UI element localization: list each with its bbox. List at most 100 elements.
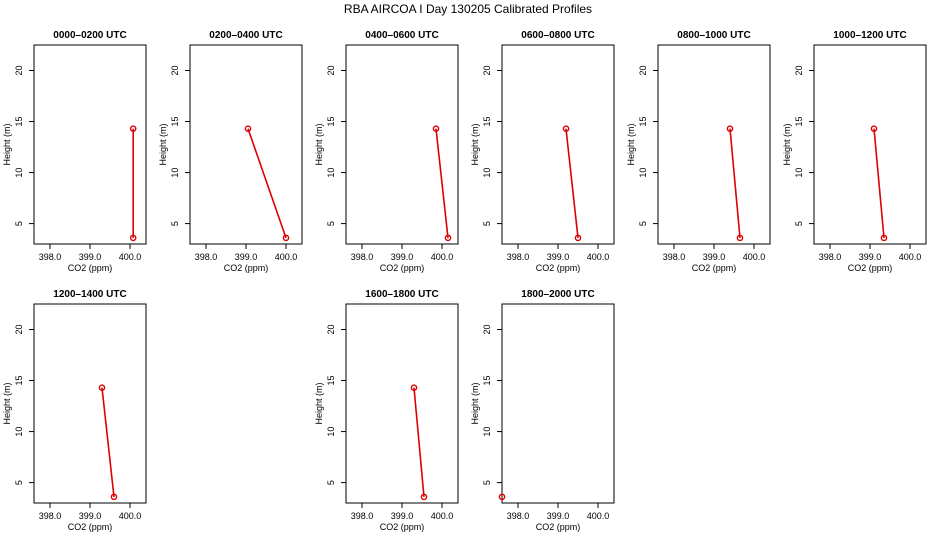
x-axis-label: CO2 (ppm) bbox=[380, 522, 425, 532]
profile-point bbox=[444, 234, 452, 242]
x-tick-label: 399.0 bbox=[547, 511, 570, 521]
panel-title: 1000–1200 UTC bbox=[833, 30, 906, 41]
x-tick-label: 400.0 bbox=[431, 511, 454, 521]
y-tick-label: 10 bbox=[14, 168, 24, 178]
y-tick-label: 20 bbox=[14, 66, 24, 76]
y-tick-label: 20 bbox=[482, 66, 492, 76]
y-tick-label: 5 bbox=[14, 221, 24, 226]
y-axis-label: Height (m) bbox=[314, 123, 324, 165]
plot-frame bbox=[33, 303, 147, 504]
x-tick-label: 400.0 bbox=[119, 252, 142, 262]
profile-point bbox=[498, 493, 506, 501]
y-tick-label: 10 bbox=[170, 168, 180, 178]
x-tick-label: 398.0 bbox=[195, 252, 218, 262]
y-tick-label: 5 bbox=[482, 221, 492, 226]
profile-point bbox=[282, 234, 290, 242]
panel-title: 1200–1400 UTC bbox=[53, 289, 126, 300]
profile-point bbox=[110, 493, 118, 501]
y-tick-label: 20 bbox=[170, 66, 180, 76]
profile-point bbox=[410, 384, 418, 391]
plot-frame bbox=[189, 44, 303, 245]
y-tick-label: 10 bbox=[482, 168, 492, 178]
y-tick-label: 5 bbox=[794, 221, 804, 226]
x-tick-label: 399.0 bbox=[391, 252, 414, 262]
profile-line bbox=[565, 128, 579, 238]
x-axis-label: CO2 (ppm) bbox=[848, 263, 893, 273]
plot-frame bbox=[345, 44, 459, 245]
y-axis-label: Height (m) bbox=[470, 382, 480, 424]
x-tick-label: 398.0 bbox=[351, 511, 374, 521]
profile-point bbox=[98, 384, 106, 391]
y-tick-label: 10 bbox=[794, 168, 804, 178]
x-tick-label: 400.0 bbox=[275, 252, 298, 262]
y-axis-label: Height (m) bbox=[158, 123, 168, 165]
x-tick-label: 399.0 bbox=[235, 252, 258, 262]
y-axis-label: Height (m) bbox=[314, 382, 324, 424]
profile-point bbox=[129, 125, 137, 132]
panel-3: 0600–0800 UTC 398.0 399.0 400.0 CO2 (ppm) 5 10… bbox=[470, 30, 615, 273]
y-tick-label: 15 bbox=[482, 376, 492, 386]
x-tick-label: 398.0 bbox=[507, 252, 530, 262]
profile-point bbox=[129, 234, 137, 242]
profile-point bbox=[736, 234, 744, 242]
x-axis-label: CO2 (ppm) bbox=[536, 522, 581, 532]
plot-frame bbox=[345, 303, 459, 504]
panel-6: 1200–1400 UTC 398.0 399.0 400.0 CO2 (ppm) 5 10… bbox=[2, 289, 147, 532]
x-tick-label: 399.0 bbox=[391, 511, 414, 521]
panel-title: 0600–0800 UTC bbox=[521, 30, 594, 41]
plot-frame bbox=[657, 44, 771, 245]
y-tick-label: 5 bbox=[326, 480, 336, 485]
y-tick-label: 5 bbox=[170, 221, 180, 226]
y-axis-label: Height (m) bbox=[2, 382, 12, 424]
x-tick-label: 398.0 bbox=[39, 252, 62, 262]
x-tick-label: 398.0 bbox=[351, 252, 374, 262]
x-tick-label: 400.0 bbox=[899, 252, 922, 262]
x-axis-label: CO2 (ppm) bbox=[224, 263, 269, 273]
profile-point bbox=[726, 125, 734, 132]
x-tick-label: 398.0 bbox=[663, 252, 686, 262]
y-tick-label: 20 bbox=[326, 66, 336, 76]
profile-point bbox=[880, 234, 888, 242]
panel-title: 1800–2000 UTC bbox=[521, 289, 594, 300]
x-axis-label: CO2 (ppm) bbox=[68, 522, 113, 532]
y-tick-label: 20 bbox=[14, 325, 24, 335]
panel-4: 0800–1000 UTC 398.0 399.0 400.0 CO2 (ppm) 5 10… bbox=[626, 30, 771, 273]
y-axis-label: Height (m) bbox=[470, 123, 480, 165]
plot-frame bbox=[33, 44, 147, 245]
panel-2: 0400–0600 UTC 398.0 399.0 400.0 CO2 (ppm) 5 10… bbox=[314, 30, 459, 273]
x-tick-label: 398.0 bbox=[39, 511, 62, 521]
x-tick-label: 400.0 bbox=[431, 252, 454, 262]
plot-frame bbox=[501, 44, 615, 245]
panel-0: 0000–0200 UTC 398.0 399.0 400.0 CO2 (ppm) 5 10… bbox=[2, 30, 147, 273]
panel-title: 1600–1800 UTC bbox=[365, 289, 438, 300]
profile-line bbox=[247, 128, 287, 239]
y-tick-label: 5 bbox=[638, 221, 648, 226]
profile-line bbox=[435, 128, 449, 238]
plot-frame bbox=[813, 44, 927, 245]
profile-line bbox=[101, 387, 115, 497]
y-tick-label: 15 bbox=[326, 376, 336, 386]
y-tick-label: 5 bbox=[482, 480, 492, 485]
x-axis-label: CO2 (ppm) bbox=[68, 263, 113, 273]
profile-point bbox=[870, 125, 878, 132]
plot-frame bbox=[501, 303, 615, 504]
y-axis-label: Height (m) bbox=[2, 123, 12, 165]
x-tick-label: 400.0 bbox=[587, 252, 610, 262]
y-tick-label: 10 bbox=[326, 168, 336, 178]
profile-line bbox=[729, 128, 741, 238]
x-tick-label: 400.0 bbox=[587, 511, 610, 521]
x-tick-label: 400.0 bbox=[119, 511, 142, 521]
y-tick-label: 10 bbox=[482, 427, 492, 437]
panel-1: 0200–0400 UTC 398.0 399.0 400.0 CO2 (ppm) 5 10… bbox=[158, 30, 303, 273]
profile-point bbox=[420, 493, 428, 501]
y-tick-label: 10 bbox=[326, 427, 336, 437]
y-tick-label: 15 bbox=[482, 117, 492, 127]
profile-point bbox=[432, 125, 440, 132]
profile-point bbox=[244, 125, 252, 132]
panel-title: 0400–0600 UTC bbox=[365, 30, 438, 41]
y-tick-label: 20 bbox=[638, 66, 648, 76]
x-axis-label: CO2 (ppm) bbox=[380, 263, 425, 273]
y-tick-label: 20 bbox=[482, 325, 492, 335]
